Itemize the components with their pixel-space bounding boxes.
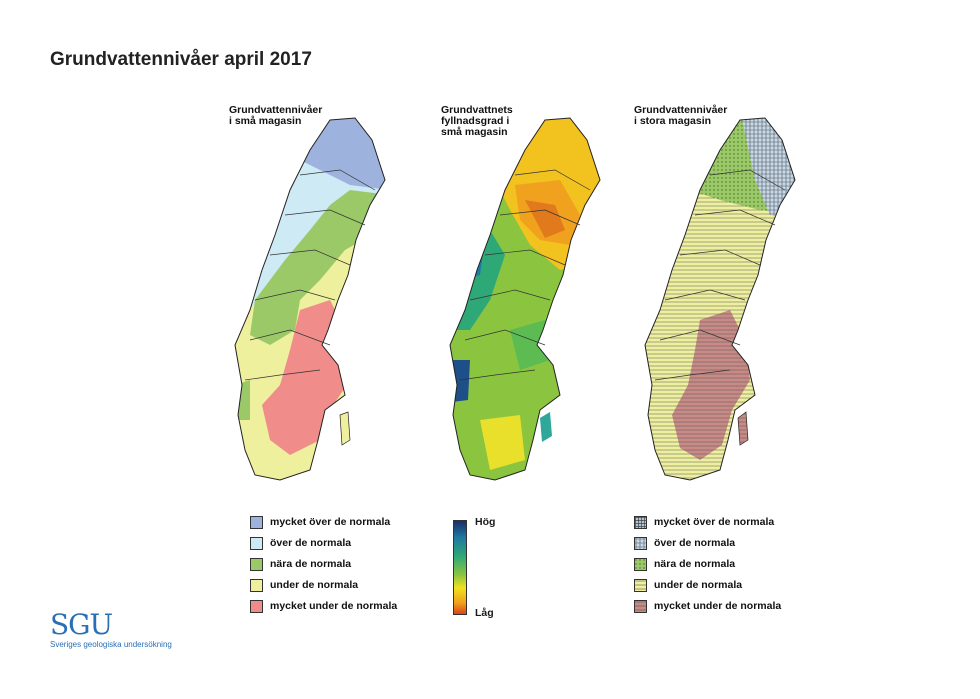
legend-label: mycket över de normala: [654, 516, 775, 528]
legend-swatch: [634, 558, 647, 571]
map-small-aquifers: [234, 117, 386, 481]
legend-swatch: [250, 600, 263, 613]
legend-label: nära de normala: [270, 558, 352, 570]
legend-label: mycket under de normala: [270, 600, 398, 612]
map-title-small-aquifers: Grundvattennivåer i små magasin: [229, 104, 323, 127]
legend-swatch: [634, 579, 647, 592]
legend-swatch: [250, 537, 263, 550]
legend-label: under de normala: [654, 579, 743, 591]
legend-label: nära de normala: [654, 558, 736, 570]
map-fill-degree: [449, 117, 601, 481]
legend-swatch: [634, 537, 647, 550]
legend-label: över de normala: [270, 537, 352, 549]
legend-swatch: [250, 516, 263, 529]
sgu-logo: SGU: [50, 608, 113, 641]
legend-label: över de normala: [654, 537, 736, 549]
legend-large-aquifers: mycket över de normala över de normala n…: [634, 516, 834, 616]
page-title: Grundvattennivåer april 2017: [50, 49, 312, 70]
map-large-aquifers: [644, 117, 796, 481]
legend-swatch: [634, 516, 647, 529]
gradient-high-label: Hög: [475, 516, 496, 528]
sgu-logo-subtitle: Sveriges geologiska undersökning: [50, 640, 172, 649]
gradient-low-label: Låg: [475, 607, 494, 619]
legend-swatch: [634, 600, 647, 613]
legend-swatch: [250, 579, 263, 592]
legend-label: under de normala: [270, 579, 359, 591]
legend-small-aquifers: mycket över de normala över de normala n…: [250, 516, 450, 616]
map-title-fill-degree: Grundvattnets fyllnadsgrad i små magasin: [441, 104, 513, 138]
legend-swatch: [250, 558, 263, 571]
gradient-legend-bar: [453, 520, 467, 615]
map-title-large-aquifers: Grundvattennivåer i stora magasin: [634, 104, 728, 127]
legend-label: mycket under de normala: [654, 600, 782, 612]
legend-label: mycket över de normala: [270, 516, 391, 528]
